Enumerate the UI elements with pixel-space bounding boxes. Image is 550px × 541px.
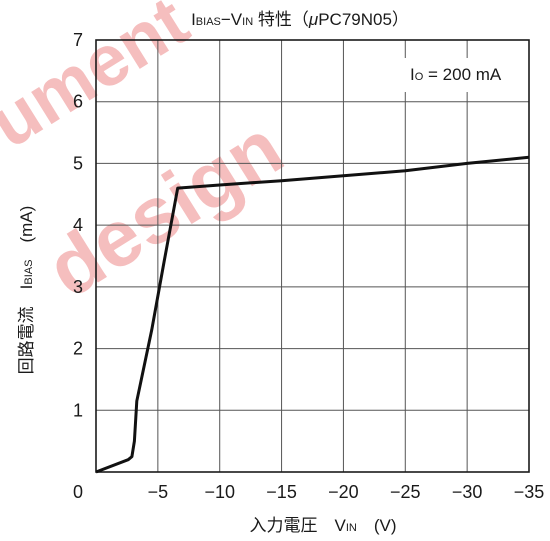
x-tick-label: −35 — [514, 482, 545, 502]
y-axis-label: 回路電流 IBIAS (mA) — [17, 206, 36, 375]
y-tick-label: 6 — [73, 92, 83, 112]
series-line — [95, 155, 530, 474]
x-axis-ticks: 0 −5 −10 −15 −20 −25 −30 −35 — [73, 482, 544, 502]
x-axis-label: 入力電圧 VIN (V) — [249, 516, 396, 535]
x-tick-label: −20 — [328, 482, 359, 502]
y-tick-label: 2 — [73, 339, 83, 359]
chart-title: IBIAS−VIN 特性（μPC79N05） — [191, 10, 409, 29]
watermark-line-1: ument — [0, 0, 202, 164]
watermark-line-2: design — [32, 102, 298, 314]
y-tick-label: 7 — [73, 30, 83, 50]
y-tick-label: 4 — [73, 215, 83, 235]
watermark: ument design — [0, 0, 298, 314]
x-tick-label: 0 — [73, 482, 83, 502]
y-axis-ticks: 1 2 3 4 5 6 7 — [73, 30, 83, 420]
condition-box: IO = 200 mA — [403, 58, 527, 92]
x-tick-label: −25 — [390, 482, 421, 502]
x-tick-label: −15 — [266, 482, 297, 502]
y-tick-label: 5 — [73, 153, 83, 173]
grid — [96, 40, 529, 472]
condition-label: IO = 200 mA — [410, 65, 502, 84]
x-tick-label: −5 — [148, 482, 169, 502]
x-tick-label: −30 — [452, 482, 483, 502]
y-tick-label: 1 — [73, 400, 83, 420]
y-tick-label: 3 — [73, 277, 83, 297]
plot-frame — [95, 39, 530, 473]
x-tick-label: −10 — [204, 482, 235, 502]
